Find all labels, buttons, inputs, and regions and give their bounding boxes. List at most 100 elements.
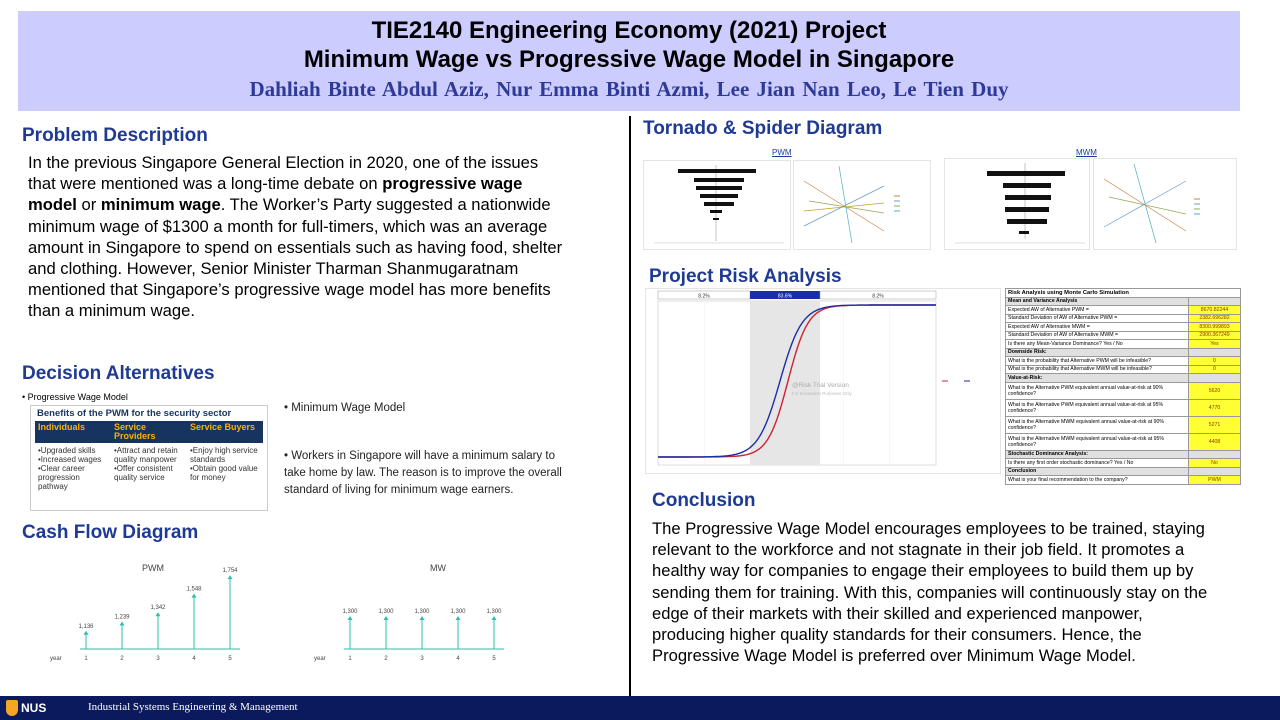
mw-cf-arrowhead <box>419 616 425 620</box>
risk-row-label: What is the Alternative MWM equivalent a… <box>1005 415 1189 434</box>
pwm-cf-year-label: 5 <box>228 656 232 662</box>
mwm-spider-chart <box>1093 158 1237 250</box>
risk-row-label: Conclusion <box>1005 466 1189 476</box>
nus-logo-text: NUS <box>21 701 47 715</box>
risk-row-value: 5620 <box>1188 381 1241 400</box>
pwm-cf-arrowhead <box>191 593 197 598</box>
pwm-col-service-providers: Service Providers •Attract and retain qu… <box>111 421 187 494</box>
risk-analysis-table: Risk Analysis using Monte Carlo Simulati… <box>1005 288 1241 485</box>
risk-row-value: 0 <box>1188 356 1241 366</box>
pwm-spider-chart <box>793 160 931 250</box>
pwm-cf-arrowhead <box>119 621 125 626</box>
risk-row-label: Standard Deviation of AW of Alternative … <box>1005 313 1189 323</box>
pwm-cf-year-label: 2 <box>120 656 124 662</box>
risk-table-row: What is the Alternative PWM equivalent a… <box>1005 381 1241 400</box>
risk-table-row: Mean and Variance Analysis <box>1005 296 1241 306</box>
decision-alternatives-title: Decision Alternatives <box>22 363 215 384</box>
mw-description: • Workers in Singapore will have a minim… <box>284 450 562 496</box>
risk-row-value: 0 <box>1188 364 1241 374</box>
problem-bold-pwm: progressive wage model <box>28 174 523 215</box>
pwm-cf-axis-label: year <box>50 656 62 662</box>
pwm-tornado-graphic <box>654 165 784 244</box>
pwm-benefits-box: Benefits of the PWM for the security sec… <box>30 405 268 511</box>
risk-row-label: What is the probability that Alternative… <box>1005 364 1189 374</box>
risk-table-row: Standard Deviation of AW of Alternative … <box>1005 313 1241 323</box>
risk-row-label: What is your final recommendation to the… <box>1005 475 1189 485</box>
poster-footer: NUS Industrial Systems Engineering & Man… <box>0 696 1280 720</box>
mw-cf-arrowhead <box>383 616 389 620</box>
tornado-mwm-label: MWM <box>1076 148 1097 157</box>
risk-row-value: 8670.82244 <box>1188 305 1241 315</box>
mwm-tornado-graphic <box>955 163 1085 244</box>
mw-cf-year-label: 2 <box>384 656 388 662</box>
mw-cf-value-label: 1,300 <box>414 609 430 615</box>
mw-cf-value-label: 1,300 <box>378 609 394 615</box>
risk-row-label: What is the Alternative MWM equivalent a… <box>1005 432 1189 451</box>
risk-table-row: Expected AW of Alternative MWM = 8300.999… <box>1005 322 1241 332</box>
department-name: Industrial Systems Engineering & Managem… <box>88 701 298 713</box>
mw-cf-year-label: 1 <box>348 656 352 662</box>
mw-cf-year-label: 4 <box>456 656 460 662</box>
risk-row-value <box>1188 347 1241 357</box>
mwm-tornado-chart <box>944 158 1090 250</box>
pwm-col-service-buyers: Service Buyers •Enjoy high service stand… <box>187 421 263 494</box>
cdf-watermark-sub: For Evaluation Purposes Only <box>792 391 853 396</box>
risk-row-value: 4408 <box>1188 432 1241 451</box>
cdf-band-label: 8.2% <box>872 294 884 300</box>
risk-row-label: Standard Deviation of AW of Alternative … <box>1005 330 1189 340</box>
pwm-cf-value-label: 1,239 <box>114 614 130 620</box>
problem-description-text: In the previous Singapore General Electi… <box>28 152 568 322</box>
pwm-col-head: Service Buyers <box>187 421 263 443</box>
risk-row-label: Expected AW of Alternative PWM = <box>1005 305 1189 315</box>
risk-table-row: Conclusion <box>1005 466 1241 476</box>
pwm-cf-value-label: 1,548 <box>186 587 202 593</box>
cdf-band-label: 83.6% <box>778 294 793 300</box>
risk-table-row: What is the Alternative PWM equivalent a… <box>1005 398 1241 417</box>
pwm-cf-value-label: 1,342 <box>150 605 166 611</box>
risk-row-value: Yes <box>1188 339 1241 349</box>
pwm-cf-title: PWM <box>142 563 164 573</box>
pwm-cf-arrowhead <box>83 630 89 635</box>
risk-row-label: Is there any Mean-Variance Dominance? Ye… <box>1005 339 1189 349</box>
author-list: Dahliah Binte Abdul Aziz, Nur Emma Binti… <box>249 77 1009 101</box>
tornado-spider-title: Tornado & Spider Diagram <box>643 118 883 139</box>
pwm-cf-arrowhead <box>227 575 233 580</box>
risk-row-value: PWM <box>1188 475 1241 485</box>
risk-table-row: Standard Deviation of AW of Alternative … <box>1005 330 1241 340</box>
pwm-cf-arrowhead <box>155 612 161 617</box>
pwm-col-head: Individuals <box>35 421 111 443</box>
pwm-cf-value-label: 1,136 <box>78 624 94 630</box>
risk-row-value <box>1188 466 1241 476</box>
mw-cf-value-label: 1,300 <box>342 609 358 615</box>
mw-cf-arrowhead <box>491 616 497 620</box>
risk-row-value: No <box>1188 458 1241 468</box>
risk-row-label: Expected AW of Alternative MWM = <box>1005 322 1189 332</box>
risk-row-value <box>1188 373 1241 383</box>
conclusion-title: Conclusion <box>652 490 756 511</box>
cdf-curve-mwm <box>658 304 936 458</box>
risk-row-value: 2900.367249 <box>1188 330 1241 340</box>
risk-table-row: What is the probability that Alternative… <box>1005 364 1241 374</box>
risk-table-title-row: Risk Analysis using Monte Carlo Simulati… <box>1005 288 1241 298</box>
risk-row-label: Mean and Variance Analysis <box>1005 296 1189 306</box>
mw-cf-title: MW <box>430 563 446 573</box>
risk-row-label: What is the probability that Alternative… <box>1005 356 1189 366</box>
nus-logo: NUS <box>6 698 60 718</box>
risk-table-row: Value-at-Risk: <box>1005 373 1241 383</box>
risk-table-row: What is the Alternative MWM equivalent a… <box>1005 432 1241 451</box>
mw-cf-year-label: 5 <box>492 656 496 662</box>
risk-row-value <box>1188 296 1241 306</box>
cdf-band-label: 8.2% <box>698 294 710 300</box>
poster-header: TIE2140 Engineering Economy (2021) Proje… <box>18 11 1240 111</box>
problem-description-title: Problem Description <box>22 125 208 146</box>
pwm-benefits-title: Benefits of the PWM for the security sec… <box>37 408 232 419</box>
poster-title-line1: TIE2140 Engineering Economy (2021) Proje… <box>371 17 887 44</box>
risk-table-row: Is there any first order stochastic domi… <box>1005 458 1241 468</box>
pwm-cf-year-label: 1 <box>84 656 88 662</box>
pwm-cf-year-label: 3 <box>156 656 160 662</box>
risk-table-row: What is the probability that Alternative… <box>1005 356 1241 366</box>
risk-cdf-chart: 8.2% 83.6% 8.2% @Risk Trial Version For Eval… <box>645 288 1001 474</box>
cdf-shaded-band <box>750 301 820 465</box>
mwm-spider-graphic <box>1103 163 1200 244</box>
risk-table-row: What is your final recommendation to the… <box>1005 475 1241 485</box>
